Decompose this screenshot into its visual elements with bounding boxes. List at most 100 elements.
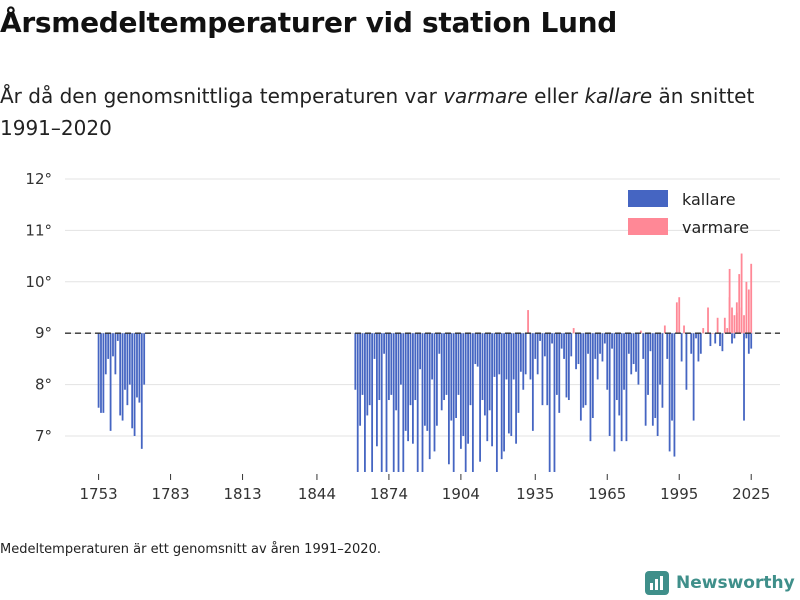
bar-1968 [613,333,616,452]
bar-1908 [469,333,472,406]
bar-1762 [119,333,122,416]
brand-logo: Newsworthy [644,570,795,596]
brand-label: Newsworthy [676,573,795,593]
bar-1991 [668,333,671,452]
x-tick-label: 1935 [516,485,554,503]
bar-1879 [400,333,402,385]
bar-1761 [116,333,119,341]
bar-1914 [483,333,486,416]
bar-1938 [541,333,544,406]
bar-1920 [498,333,501,375]
bar-2022 [743,315,745,334]
bar-1973 [625,333,628,442]
bar-1754 [100,333,102,413]
bar-1913 [481,333,484,401]
bar-1863 [361,333,364,395]
bar-1890 [426,333,429,431]
bar-2009 [711,333,714,334]
bar-1948 [565,333,568,398]
bar-1772 [143,333,146,385]
bar-1974 [627,333,630,354]
bar-1873 [385,333,388,472]
bar-1979 [639,330,642,334]
legend: kallare varmare [628,190,749,237]
bar-1912 [479,333,481,462]
bar-2016 [728,268,731,334]
bar-1883 [409,333,412,406]
bar-1921 [500,333,503,460]
x-tick-label: 1753 [79,485,117,503]
bar-1955 [582,333,585,408]
bar-1957 [587,333,589,354]
bar-1950 [570,333,573,357]
bar-1958 [589,333,592,442]
legend-swatch-warmer [628,218,668,235]
bar-1860 [354,333,357,390]
bar-1978 [637,333,640,385]
bar-1923 [505,333,508,380]
bar-1763 [121,333,124,421]
bar-2019 [735,312,738,334]
bar-2014 [723,317,726,334]
bar-1757 [107,333,110,359]
bar-1980 [642,333,645,359]
bar-1975 [630,333,633,375]
bar-1984 [651,333,654,426]
bar-1947 [563,333,565,359]
bar-1886 [416,333,419,472]
bar-1760 [114,333,117,375]
bar-1756 [104,333,107,375]
subtitle-part3: än snittet 1991–2020 [0,84,755,140]
bar-1862 [359,333,362,426]
bar-1894 [435,333,438,426]
bar-2008 [709,333,712,347]
bar-2024 [747,333,750,354]
bar-2018 [733,315,736,334]
bar-1924 [507,333,510,434]
bar-1903 [457,333,460,395]
bar-1937 [539,333,541,341]
bar-1982 [647,333,649,395]
bar-2000 [690,333,693,354]
bar-1765 [126,333,129,406]
bar-1866 [368,333,371,406]
bar-1771 [140,333,143,449]
bar-1885 [414,333,417,401]
bar-1770 [138,333,141,403]
bar-1764 [124,333,126,390]
bar-1880 [402,333,405,472]
bar-2021 [740,253,743,334]
bar-1977 [635,333,637,372]
bar-1945 [558,333,561,413]
bar-2001 [692,333,695,421]
bar-1961 [596,333,599,380]
bar-1889 [423,333,426,426]
x-tick-label: 1904 [442,485,480,503]
newsworthy-logo-icon [645,571,669,595]
x-tick-label: 1844 [298,485,336,503]
bar-2017 [731,333,733,344]
bar-1965 [606,333,609,390]
bar-1939 [543,333,546,357]
bar-1899 [447,333,450,465]
bar-1909 [471,333,474,472]
bar-1867 [371,333,374,472]
bar-1896 [440,333,443,411]
bar-1926 [512,333,515,380]
x-tick-label: 1965 [588,485,626,503]
bar-1893 [433,333,436,452]
bar-1888 [421,333,424,472]
bar-1875 [390,333,393,395]
bar-1869 [376,333,378,447]
bar-1876 [392,333,395,472]
bar-2012 [719,333,721,347]
bar-1962 [599,333,601,354]
legend-label-warmer: varmare [682,218,749,237]
bar-1887 [419,333,422,370]
y-tick-label: 10° [25,273,52,291]
bar-1910 [474,333,477,365]
bar-1906 [464,333,467,472]
x-tick-label: 1874 [370,485,408,503]
y-axis-ticks: 7° 8° 9° 10° 11° 12° [25,170,52,445]
bar-1944 [555,333,558,395]
